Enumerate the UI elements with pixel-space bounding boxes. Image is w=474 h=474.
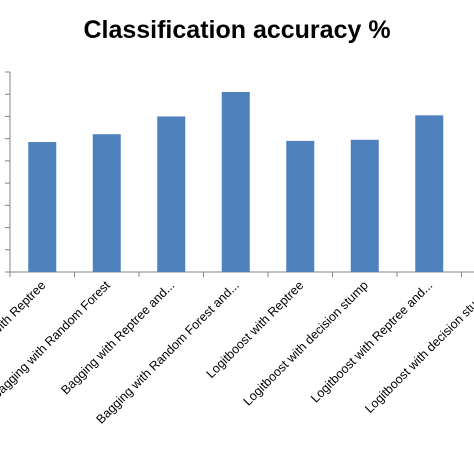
- bar: [350, 139, 379, 272]
- chart-title: Classification accuracy %: [83, 16, 391, 44]
- x-tick-label: Bagging with Reptree and...: [58, 278, 177, 397]
- x-tick-label: Bagging with Random Forest: [0, 278, 113, 402]
- chart-bars: [28, 92, 444, 272]
- bar: [157, 116, 186, 272]
- bar: [415, 115, 444, 272]
- bar: [28, 142, 57, 272]
- x-tick-label: Bagging with Random Forest and...: [93, 278, 241, 426]
- x-tick-label: Logitboost with Reptree and...: [308, 278, 435, 405]
- bar: [221, 92, 250, 272]
- bar: [92, 134, 121, 272]
- x-tick-label: Logitboost with decision stump: [241, 278, 371, 408]
- bar: [286, 140, 315, 272]
